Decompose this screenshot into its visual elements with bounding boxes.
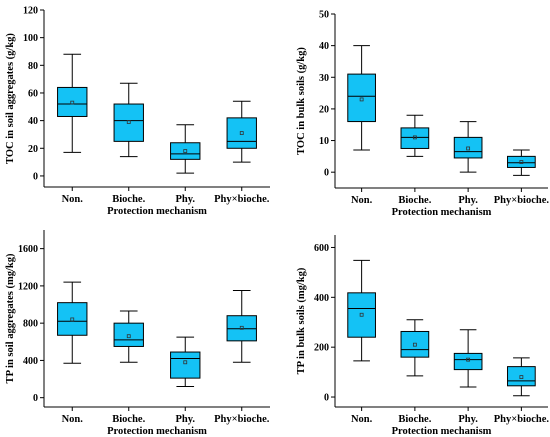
y-tick-label: 50 (319, 10, 329, 21)
y-tick-label: 120 (23, 6, 38, 17)
x-tick-label: Phy. (175, 414, 195, 425)
y-axis-title: TP in soil aggregates (mg/kg) (5, 253, 16, 383)
chart-panel-4: 0 200 400 600 Non. Bioche. Phy. Phy×bioche.Prot… (296, 235, 549, 437)
y-tick-label: 80 (28, 61, 38, 72)
x-tick-label: Non. (62, 194, 84, 205)
mean-marker (519, 375, 524, 379)
x-tick-label: Bioche. (112, 194, 145, 205)
box-Phy×bioche. (507, 155, 536, 168)
chart-panel-3: 0 400 800 1200 1600 Non. Bioche. Phy. Phy×bioche… (5, 230, 270, 437)
x-tick-label: Phy. (458, 195, 478, 206)
x-axis-title: Protection mechanism (392, 426, 492, 437)
box-Bioche. (113, 103, 144, 142)
box-Phy×bioche. (507, 366, 536, 387)
box-Phy. (170, 351, 201, 379)
x-tick-label: Phy. (175, 194, 195, 205)
y-tick-label: 60 (28, 88, 38, 99)
y-tick-label: 20 (28, 144, 38, 155)
x-tick-label: Non. (351, 414, 373, 425)
x-tick-label: Bioche. (398, 414, 431, 425)
y-axis-title: TOC in bulk soils (g/kg) (296, 47, 307, 155)
x-tick-label: Bioche. (398, 195, 431, 206)
y-tick-label: 1600 (18, 244, 38, 255)
x-tick-label: Phy×bioche. (494, 414, 550, 425)
chart-panel-2: 0 10 20 30 40 50 Non. Bioche. Phy. Phy×bioche.Pro… (296, 10, 549, 219)
x-tick-label: Phy×bioche. (214, 194, 270, 205)
mean-marker (519, 160, 524, 164)
y-tick-label: 0 (33, 393, 38, 404)
x-axis-title: Protection mechanism (107, 426, 207, 437)
x-axis-title: Protection mechanism (392, 207, 492, 218)
y-tick-label: 400 (23, 356, 38, 367)
x-axis-title: Protection mechanism (107, 206, 207, 217)
chart-panel-1: 0 20 40 60 80 100 120 Non. Bioche. Phy. Phy×bioche… (5, 6, 270, 217)
y-tick-label: 0 (33, 171, 38, 182)
box-Non. (57, 86, 88, 117)
mean-marker (70, 100, 75, 105)
y-tick-label: 40 (319, 41, 329, 52)
y-tick-label: 200 (314, 343, 329, 354)
mean-marker (183, 360, 188, 365)
y-tick-label: 0 (324, 168, 329, 179)
mean-marker (126, 334, 131, 339)
box-Non. (347, 292, 376, 338)
mean-marker (412, 342, 417, 347)
mean-marker (359, 312, 364, 317)
y-tick-label: 800 (23, 319, 38, 330)
box-Phy. (170, 142, 201, 160)
y-tick-label: 600 (314, 243, 329, 254)
x-tick-label: Phy×bioche. (214, 414, 270, 425)
box-Phy×bioche. (226, 117, 257, 149)
x-tick-label: Phy. (458, 414, 478, 425)
x-tick-label: Bioche. (112, 414, 145, 425)
mean-marker (70, 317, 75, 322)
box-Non. (57, 302, 88, 336)
box-Bioche. (400, 127, 430, 149)
y-tick-label: 0 (324, 393, 329, 404)
y-tick-label: 20 (319, 104, 329, 115)
x-tick-label: Phy×bioche. (494, 195, 550, 206)
y-axis-title: TP in bulk soils (mg/kg) (296, 267, 307, 374)
y-axis-title: TOC in soil aggregates (g/kg) (5, 33, 16, 164)
mean-marker (239, 131, 244, 135)
y-tick-label: 400 (314, 293, 329, 304)
y-tick-label: 100 (23, 33, 38, 44)
x-tick-label: Non. (62, 414, 84, 425)
box-Bioche. (400, 330, 430, 358)
mean-marker (183, 149, 188, 153)
box-Phy. (453, 136, 483, 159)
y-tick-label: 30 (319, 73, 329, 84)
mean-marker (466, 146, 471, 151)
mean-marker (359, 97, 364, 102)
y-tick-label: 1200 (18, 281, 38, 292)
mean-marker (466, 357, 471, 362)
mean-marker (239, 325, 244, 330)
y-tick-label: 10 (319, 136, 329, 147)
mean-marker (126, 120, 131, 124)
mean-marker (412, 135, 417, 140)
y-tick-label: 40 (28, 116, 38, 127)
x-tick-label: Non. (351, 195, 373, 206)
